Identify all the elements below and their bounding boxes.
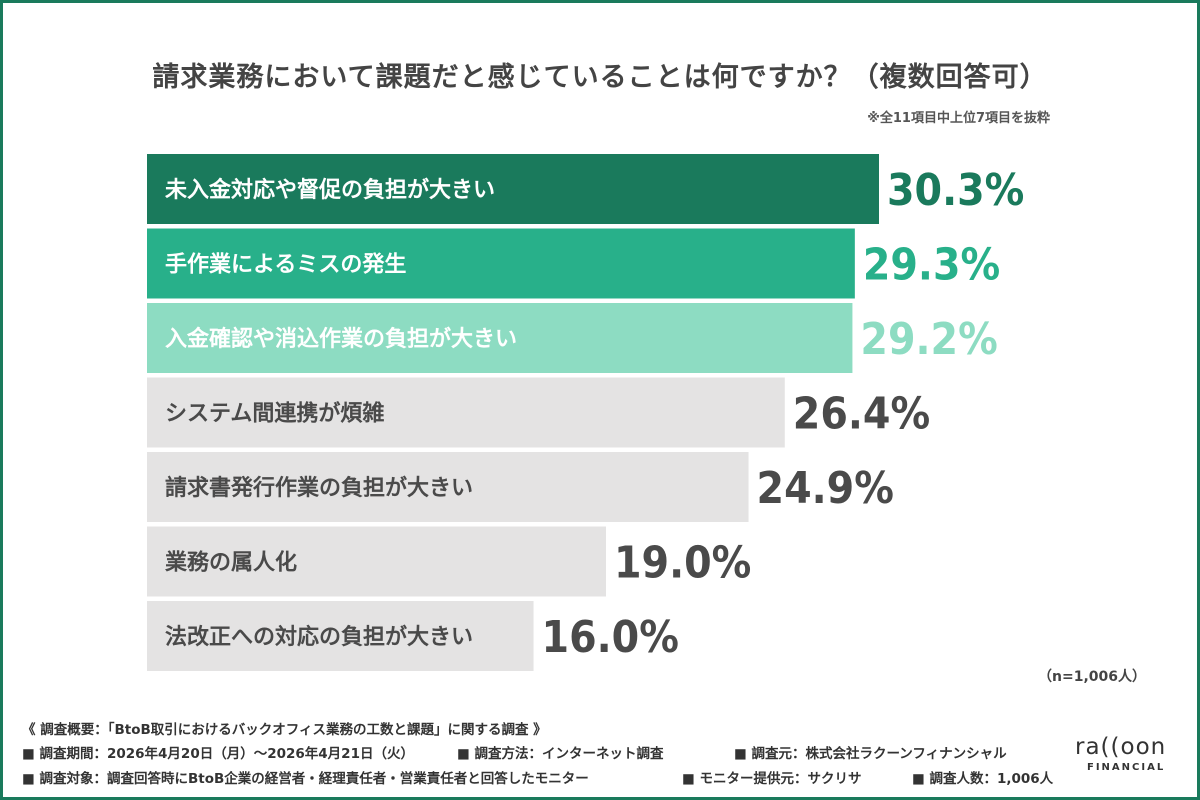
bar (147, 601, 534, 671)
bar (147, 303, 853, 373)
monitor-provider: ■ モニター提供元：サクリサ (682, 771, 862, 787)
bar-category-label: システム間連携が煩雑 (165, 401, 384, 427)
survey-period: ■ 調査期間：2026年4月20日（月）〜2026年4月21日（火） (22, 746, 414, 762)
bar-category-label: 請求書発行作業の負担が大きい (165, 475, 473, 501)
bar-value-label: 16.0% (542, 612, 679, 663)
logo-wordmark: ra((oon (1075, 734, 1167, 760)
bar-group: 請求書発行作業の負担が大きい 24.9% (147, 452, 894, 522)
bar-value-label: 29.3% (863, 240, 1000, 291)
bar-group: システム間連携が煩雑 26.4% (147, 377, 930, 448)
bar-category-label: 業務の属人化 (165, 550, 297, 576)
survey-target: ■ 調査対象：調査回答時にBtoB企業の経営者・経理責任者・営業責任者と回答した… (22, 771, 589, 787)
bar (147, 228, 855, 299)
bar (147, 377, 785, 448)
excerpt-note: ※全11項目中上位7項目を抜粋 (867, 111, 1050, 126)
bar-value-label: 30.3% (887, 165, 1024, 216)
sample-size-note: （n=1,006人） (1038, 669, 1146, 685)
bar-group: 手作業によるミスの発生 29.3% (147, 228, 1000, 299)
survey-count: ■ 調査人数：1,006人 (912, 771, 1054, 787)
bar (147, 452, 749, 522)
bar-category-label: 入金確認や消込作業の負担が大きい (165, 326, 517, 352)
bar-value-label: 26.4% (793, 389, 930, 440)
bar-category-label: 手作業によるミスの発生 (165, 253, 406, 278)
bar-value-label: 19.0% (614, 538, 751, 589)
survey-source: ■ 調査元：株式会社ラクーンフィナンシャル (734, 746, 1007, 762)
bar-value-label: 24.9% (757, 463, 894, 514)
bar (147, 526, 607, 597)
bar (147, 154, 879, 224)
bar-category-label: 法改正への対応の負担が大きい (165, 624, 473, 650)
bar-chart: 未入金対応や督促の負担が大きい 30.3% 手作業によるミスの発生 29.3% 入金確認… (147, 154, 1024, 671)
logo-subtitle: FINANCIAL (1087, 762, 1166, 773)
survey-method: ■ 調査方法：インターネット調査 (457, 746, 664, 762)
bar-category-label: 未入金対応や督促の負担が大きい (165, 177, 495, 203)
bar-group: 法改正への対応の負担が大きい 16.0% (147, 601, 679, 671)
survey-overview-heading: 《 調査概要：「BtoB取引におけるバックオフィス業務の工数と課題」に関する調査… (22, 722, 547, 738)
bar-group: 業務の属人化 19.0% (147, 526, 751, 597)
bar-group: 入金確認や消込作業の負担が大きい 29.2% (147, 303, 998, 373)
bar-group: 未入金対応や督促の負担が大きい 30.3% (147, 154, 1024, 224)
chart-title: 請求業務において課題だと感じていることは何ですか？（複数回答可） (152, 62, 1048, 93)
bar-value-label: 29.2% (860, 314, 997, 365)
raccoon-financial-logo: ra((oon FINANCIAL (1075, 734, 1185, 773)
